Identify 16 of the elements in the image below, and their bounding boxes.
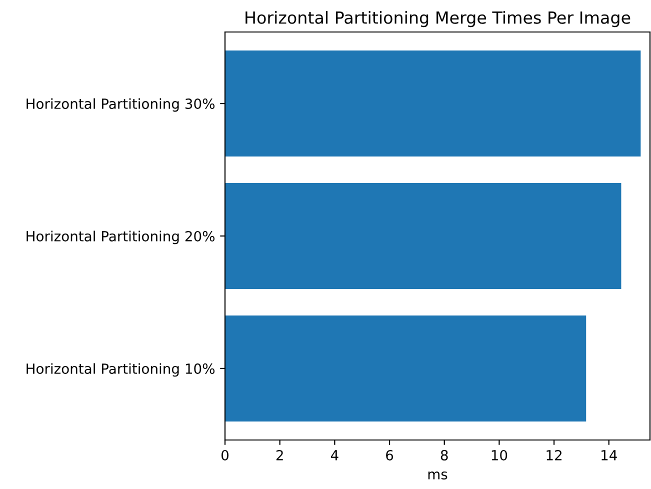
chart-title: Horizontal Partitioning Merge Times Per Image (246, 11, 630, 28)
x-tick-label: 12 (546, 450, 562, 460)
x-axis-title: ms (428, 471, 448, 480)
y-tick-label: Horizontal Partitioning 10% (26, 363, 215, 377)
bar (225, 183, 622, 289)
x-tick-label: 14 (602, 450, 617, 460)
x-tick-label: 2 (276, 450, 283, 460)
x-tick-label: 0 (221, 450, 228, 460)
x-tick-label: 8 (440, 450, 448, 460)
x-tick-label: 4 (330, 450, 338, 460)
y-tick-label: Horizontal Partitioning 30% (26, 98, 215, 112)
bar (225, 50, 641, 157)
x-tick-label: 10 (492, 450, 508, 460)
bar (225, 315, 586, 422)
y-tick-label: Horizontal Partitioning 20% (26, 230, 215, 244)
x-tick-label: 6 (386, 450, 394, 460)
